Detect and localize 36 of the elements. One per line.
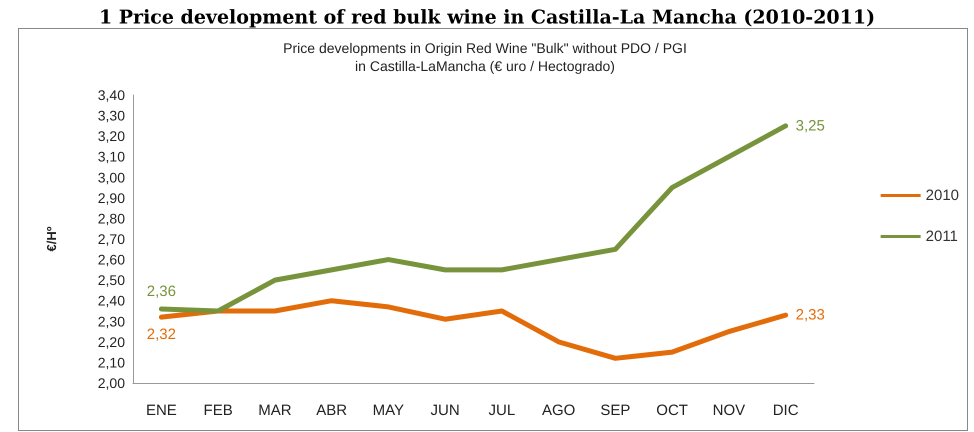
chart-subtitle: Price developments in Origin Red Wine "Bulk" without PDO / PGI in Castilla-LaMancha (€ uro / Hectogrado)	[283, 40, 687, 74]
x-tick-label: DIC	[772, 402, 799, 419]
y-tick-label: 3,00	[98, 169, 126, 186]
x-tick-label: SEP	[600, 402, 630, 419]
x-tick-label: ENE	[146, 402, 177, 419]
x-tick-label: FEB	[204, 402, 233, 419]
x-tick-label: JUN	[430, 402, 460, 419]
data-label: 2,32	[146, 326, 176, 344]
y-tick-label: 2,40	[98, 292, 126, 309]
x-tick-label: JUL	[488, 402, 516, 419]
x-tick-label: OCT	[656, 402, 688, 419]
y-tick-label: 2,90	[98, 190, 126, 206]
x-tick-label: NOV	[712, 402, 746, 419]
y-tick-label: 2,60	[98, 252, 126, 268]
x-tick-label: MAR	[258, 402, 292, 419]
y-tick-label: 3,10	[98, 148, 126, 165]
y-tick-label: 2,20	[98, 334, 126, 350]
y-tick-label: 3,30	[98, 108, 126, 124]
y-tick-label: 2,80	[98, 210, 126, 226]
chart-title: 1 Price development of red bulk wine in Castilla-La Mancha (2010-2011)	[98, 6, 876, 28]
data-label: 2,36	[146, 282, 176, 300]
y-tick-label: 2,30	[98, 313, 126, 330]
data-label: 3,25	[796, 117, 825, 134]
y-tick-label: 3,40	[98, 87, 126, 103]
y-tick-label: 2,00	[98, 375, 126, 391]
y-tick-label: 2,70	[98, 231, 126, 247]
y-tick-label: 2,10	[98, 354, 126, 370]
legend-label: 2011	[926, 228, 958, 245]
x-tick-label: AGO	[542, 402, 576, 419]
x-tick-label: MAY	[372, 402, 404, 419]
y-tick-label: 3,20	[98, 128, 126, 144]
y-tick-label: 2,50	[98, 272, 126, 288]
legend-label: 2010	[926, 187, 960, 204]
y-axis-title: €/Hº	[44, 226, 59, 252]
x-tick-label: ABR	[316, 402, 348, 419]
data-label: 2,33	[796, 306, 825, 324]
